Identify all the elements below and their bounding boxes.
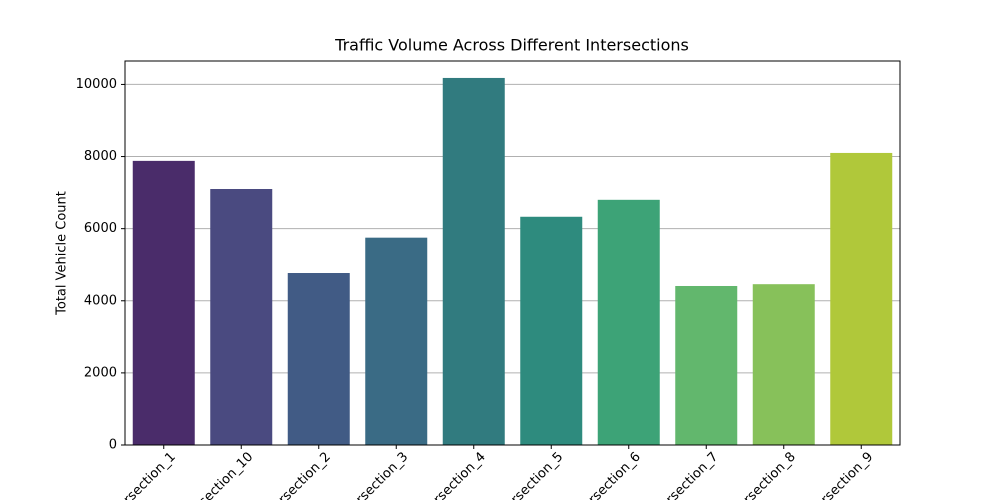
x-tick-label: Intersection_4 bbox=[413, 449, 489, 500]
bar bbox=[830, 152, 893, 445]
y-tick-label: 0 bbox=[109, 438, 117, 453]
chart-title: Traffic Volume Across Different Intersec… bbox=[334, 36, 689, 55]
y-tick-label: 6000 bbox=[84, 221, 117, 236]
bar bbox=[442, 77, 505, 446]
x-tick-label: Intersection_9 bbox=[801, 449, 877, 500]
y-tick-label: 4000 bbox=[84, 293, 117, 308]
bar bbox=[675, 285, 738, 445]
x-tick-label: Intersection_5 bbox=[491, 449, 567, 500]
bar bbox=[752, 284, 815, 445]
y-tick-label: 10000 bbox=[76, 77, 117, 92]
bar bbox=[597, 199, 660, 445]
y-axis-label: Total Vehicle Count bbox=[55, 191, 70, 316]
x-tick-label: Intersection_1 bbox=[103, 449, 179, 500]
x-tick-label: Intersection_7 bbox=[646, 449, 722, 500]
bar bbox=[365, 237, 428, 445]
y-tick-label: 8000 bbox=[84, 149, 117, 164]
x-tick-label: Intersection_2 bbox=[258, 449, 334, 500]
bar bbox=[210, 189, 273, 445]
x-tick-label: Intersection_10 bbox=[175, 449, 257, 500]
bar bbox=[520, 216, 583, 445]
x-tick-label: Intersection_6 bbox=[568, 449, 644, 500]
y-tick-label: 2000 bbox=[84, 365, 117, 380]
bar bbox=[132, 160, 195, 446]
x-tick-label: Intersection_3 bbox=[336, 449, 412, 500]
bar bbox=[287, 273, 350, 445]
plot-frame bbox=[124, 60, 901, 446]
x-tick-label: Intersection_8 bbox=[723, 449, 799, 500]
